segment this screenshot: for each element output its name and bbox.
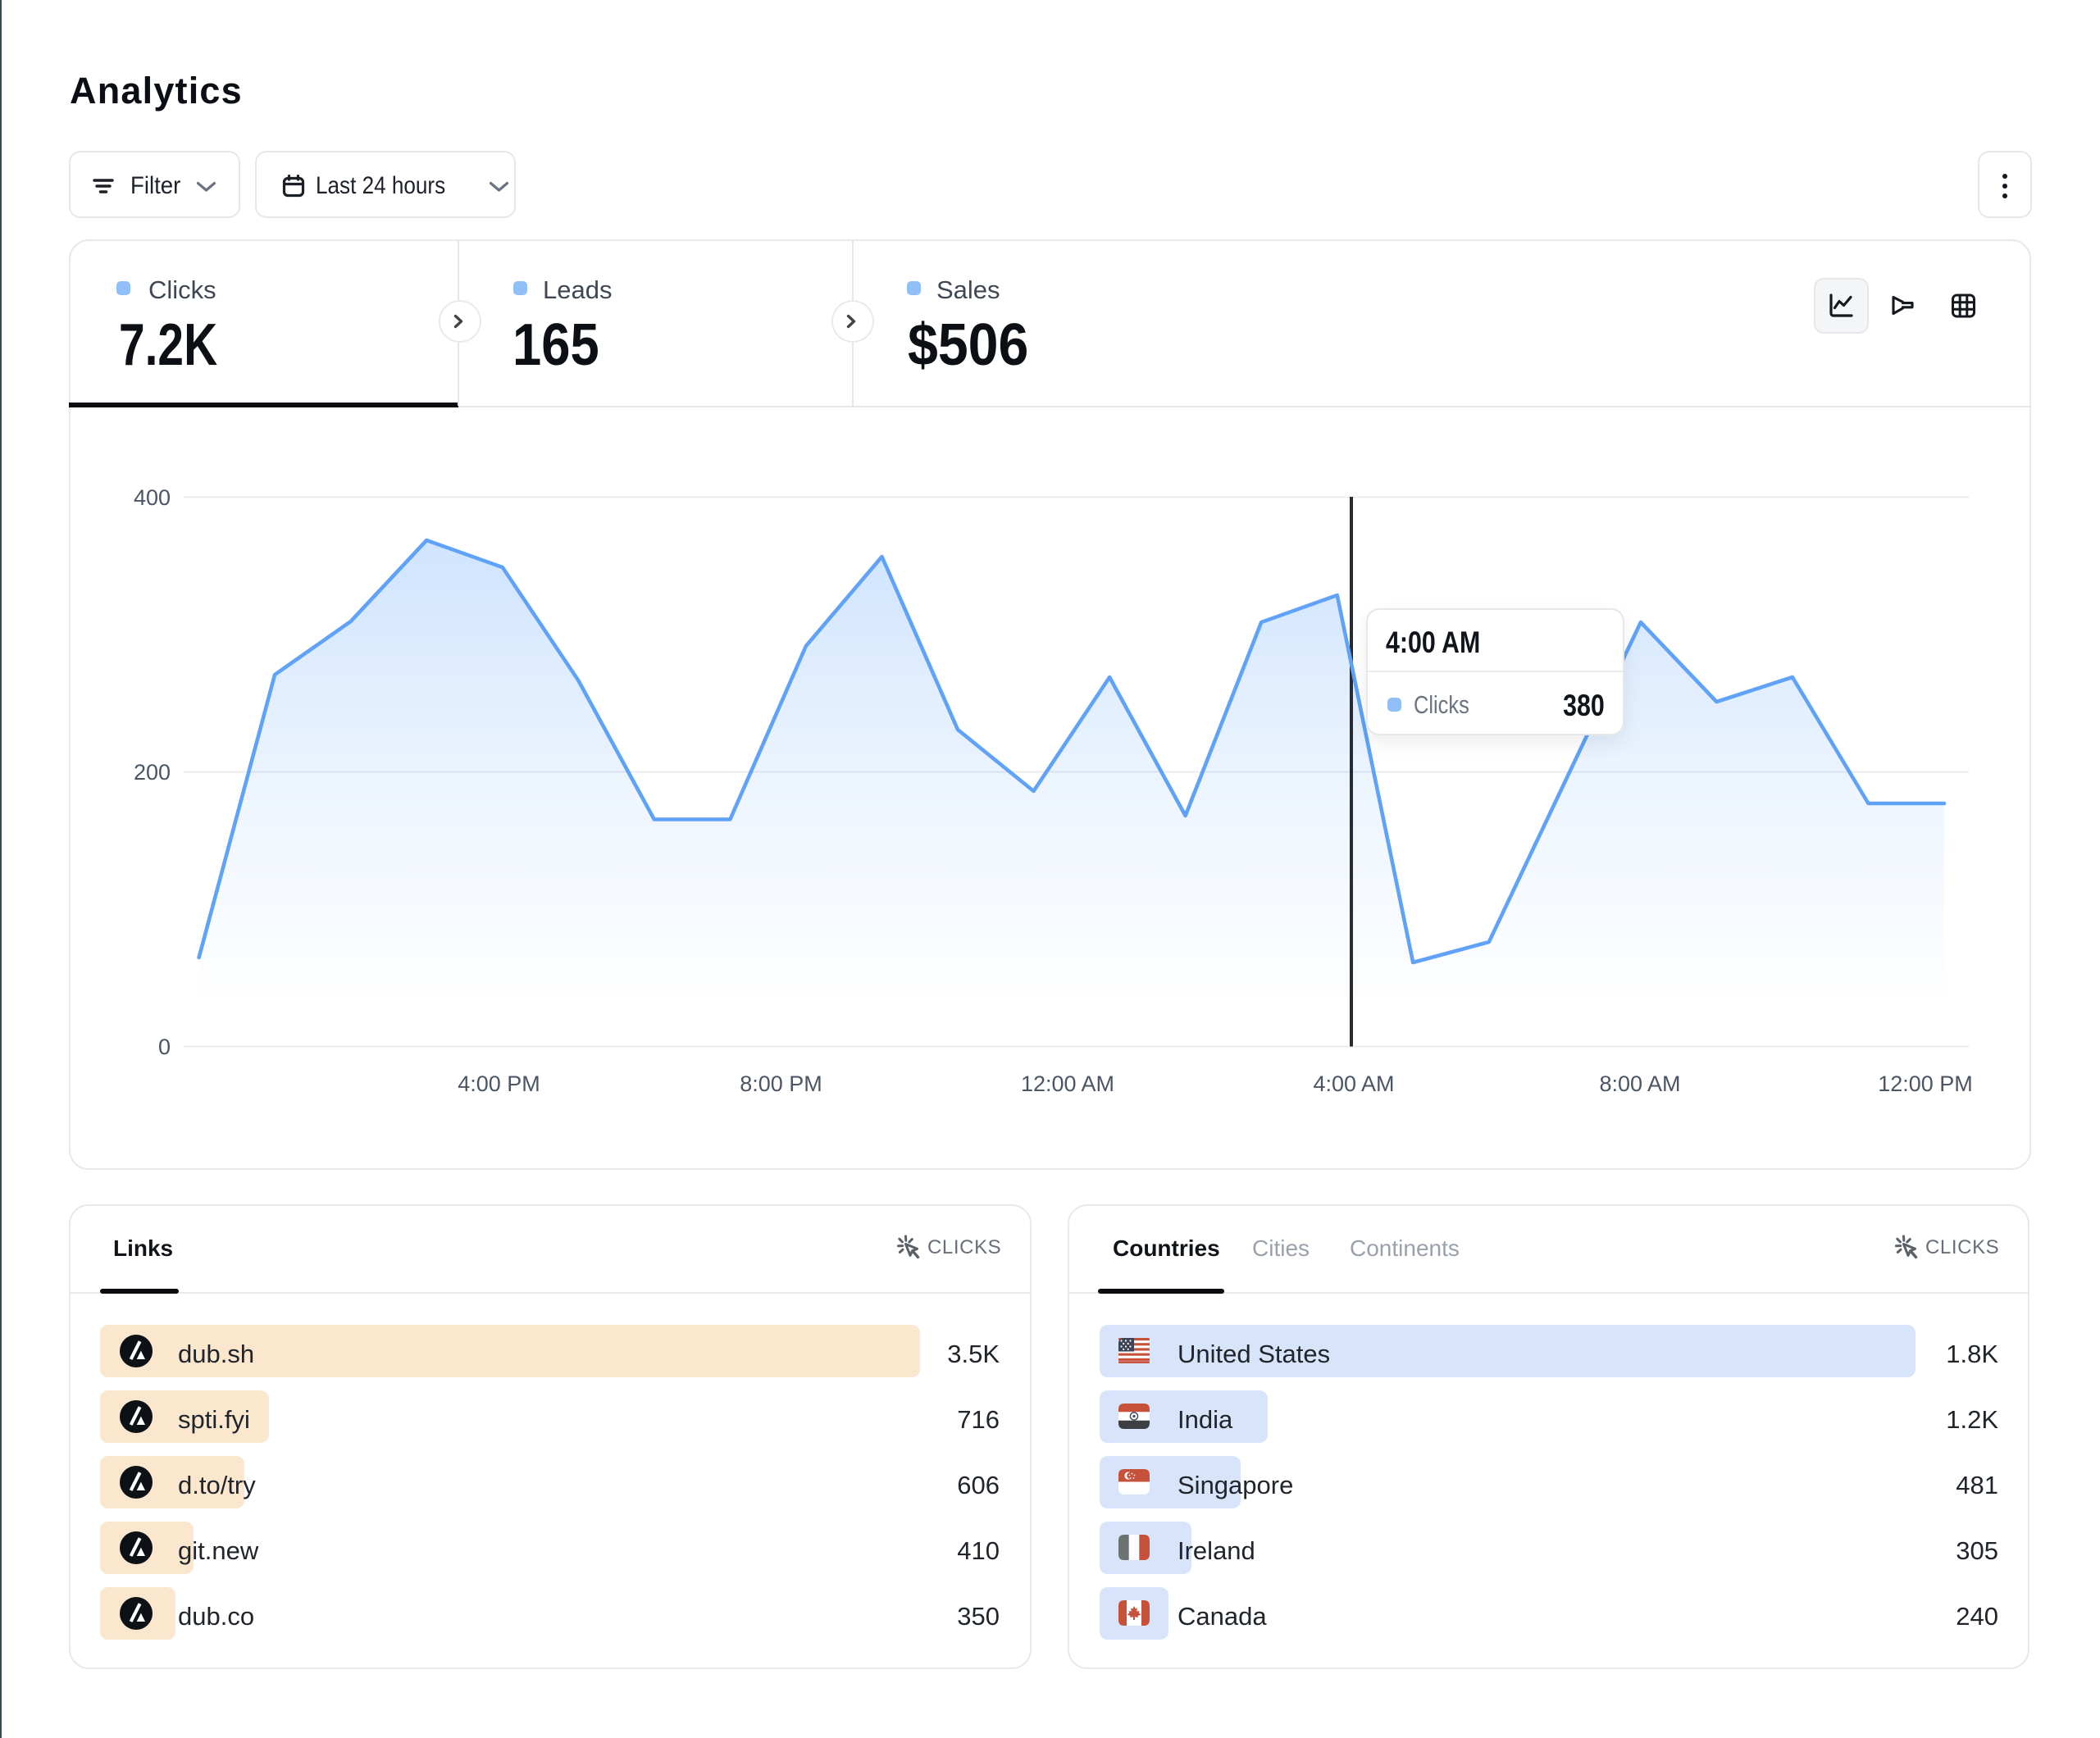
svg-text:200: 200 <box>134 760 171 785</box>
svg-text:400: 400 <box>134 485 171 510</box>
svg-text:12:00 AM: 12:00 AM <box>1021 1071 1114 1096</box>
svg-text:8:00 AM: 8:00 AM <box>1599 1071 1680 1096</box>
svg-text:4:00 AM: 4:00 AM <box>1313 1071 1394 1096</box>
svg-text:4:00 PM: 4:00 PM <box>458 1071 540 1096</box>
svg-text:8:00 PM: 8:00 PM <box>740 1071 822 1096</box>
svg-text:0: 0 <box>158 1035 171 1059</box>
svg-text:12:00 PM: 12:00 PM <box>1878 1071 1973 1096</box>
